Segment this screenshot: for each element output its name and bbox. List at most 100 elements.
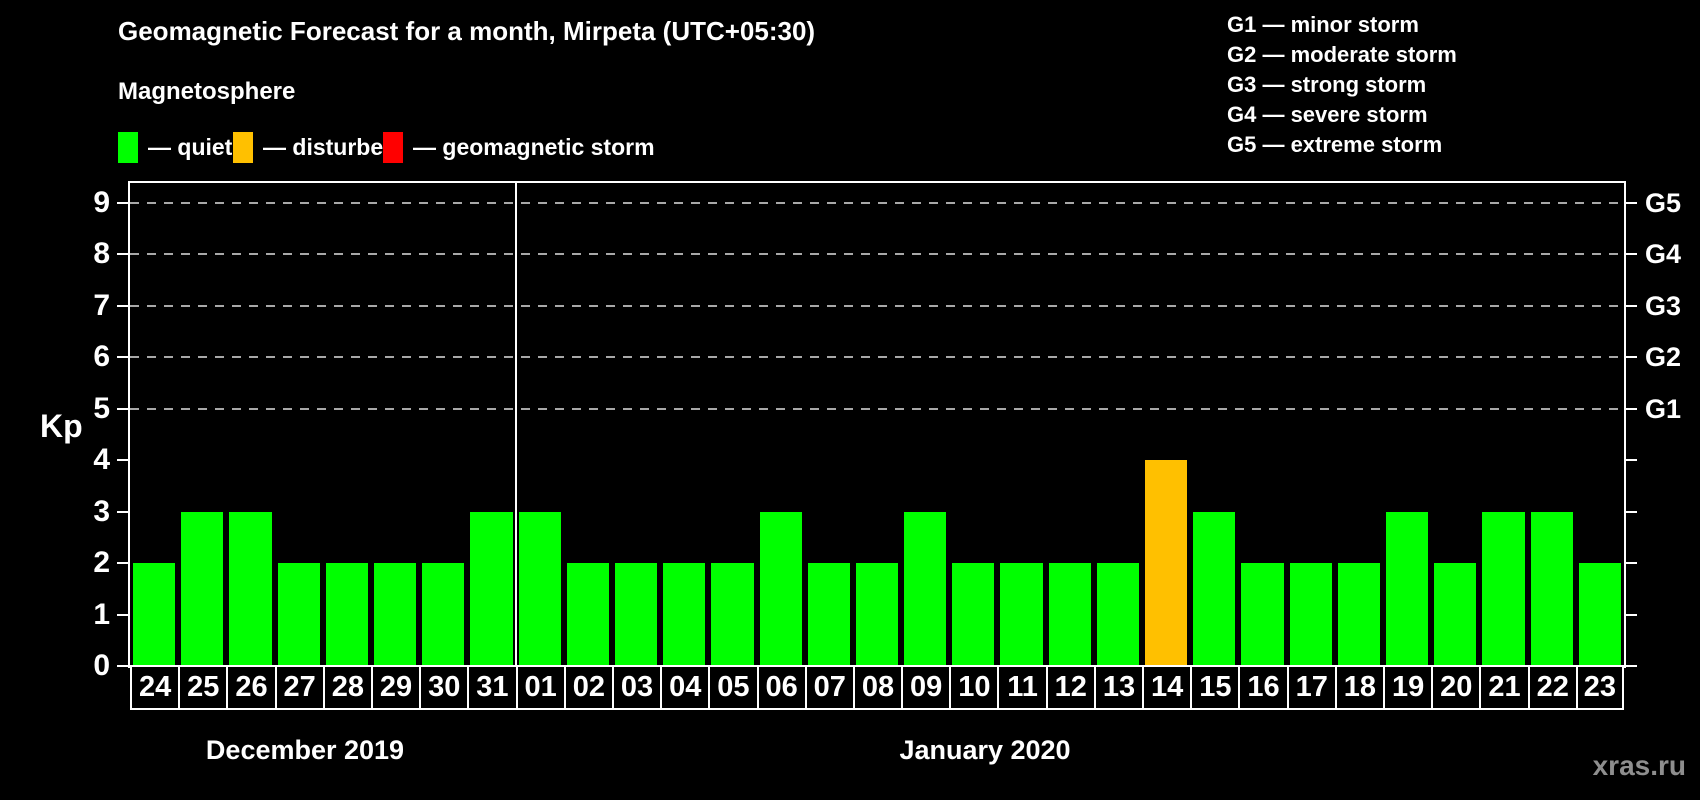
- day-label: 14: [1151, 671, 1184, 703]
- day-cell: 18: [1334, 665, 1386, 710]
- y-tick-label: 4: [93, 443, 110, 476]
- day-label: 01: [524, 671, 557, 703]
- day-label: 08: [861, 671, 895, 703]
- kp-bar: [1145, 460, 1188, 666]
- day-cell: 14: [1142, 665, 1193, 710]
- day-cell: 30: [419, 665, 470, 710]
- day-cell: 02: [563, 665, 614, 710]
- day-cell: 04: [660, 665, 711, 710]
- day-axis: 24 25 26 27 28 29 30 31 01 02 03 04 05 06 07 08 09 10 11 12…: [130, 665, 1624, 710]
- day-label: 18: [1343, 671, 1377, 703]
- gridline-kp8: [130, 253, 1624, 255]
- y-tick-mark: [117, 201, 129, 204]
- kp-bar: [373, 563, 417, 666]
- day-label: 07: [813, 671, 846, 703]
- y-tick-label: 0: [93, 649, 110, 682]
- kp-bar: [422, 563, 465, 666]
- y-tick-label: 8: [93, 237, 110, 270]
- right-tick-mark: [1625, 253, 1637, 255]
- day-label: 29: [379, 671, 413, 703]
- kp-bar: [711, 563, 754, 666]
- legend-item-quiet: — quiet: [118, 131, 232, 163]
- kp-bar: [229, 511, 272, 666]
- day-label: 04: [669, 671, 702, 703]
- day-label: 20: [1440, 671, 1473, 703]
- g-legend-line-3: G3 — strong storm: [1227, 72, 1427, 97]
- day-label: 16: [1247, 671, 1280, 703]
- day-label: 09: [910, 671, 943, 703]
- g-legend-line-4: G4 — severe storm: [1227, 102, 1428, 127]
- day-cell: 31: [467, 665, 518, 710]
- day-cell: 19: [1383, 665, 1434, 710]
- month-label-december: December 2019: [205, 735, 405, 765]
- y-tick-label: 5: [93, 391, 110, 425]
- storm-color-swatch: [383, 131, 403, 163]
- legend-item-label: — disturbed: [263, 133, 398, 160]
- kp-bar: [325, 563, 368, 666]
- kp-bar: [1048, 563, 1091, 666]
- y-tick-mark: [117, 356, 129, 358]
- day-label: 03: [620, 671, 654, 703]
- day-cell: 25: [178, 665, 229, 710]
- g-axis-label-g1: G1: [1645, 393, 1682, 424]
- y-tick-mark: [117, 253, 129, 255]
- right-tick-mark: [1625, 562, 1637, 564]
- right-tick-mark: [1625, 459, 1637, 461]
- kp-bar: [181, 511, 224, 666]
- day-cell: 17: [1286, 665, 1337, 710]
- month-label-january: January 2020: [899, 735, 1071, 765]
- kp-bar: [470, 511, 513, 666]
- day-cell: 26: [226, 665, 277, 710]
- y-tick-label: 6: [93, 340, 110, 373]
- y-tick-label: 1: [93, 597, 110, 631]
- g-axis-label-g5: G5: [1645, 187, 1682, 218]
- day-cell: 21: [1479, 665, 1530, 710]
- g-legend-line-1: G1 — minor storm: [1227, 12, 1419, 37]
- g-axis-label-g4: G4: [1645, 239, 1682, 269]
- kp-bar: [614, 563, 658, 666]
- kp-bar: [855, 563, 899, 666]
- kp-bar: [1482, 511, 1525, 666]
- right-tick-mark: [1625, 407, 1637, 410]
- quiet-color-swatch: [118, 131, 138, 163]
- day-label: 28: [331, 671, 364, 703]
- g-axis-label-g2: G2: [1645, 342, 1682, 372]
- g-legend-line-5: G5 — extreme storm: [1227, 132, 1443, 157]
- kp-bar: [1434, 563, 1477, 666]
- day-cell: 06: [756, 665, 807, 710]
- right-tick-mark: [1625, 510, 1637, 513]
- kp-bar: [1096, 563, 1140, 666]
- g-legend-line-2: G2 — moderate storm: [1227, 42, 1457, 67]
- kp-bar: [518, 511, 561, 666]
- gridline-kp5: [130, 407, 1624, 410]
- y-tick-mark: [117, 665, 129, 667]
- kp-bar: [1386, 511, 1429, 666]
- kp-bar: [904, 511, 947, 666]
- right-tick-mark: [1625, 304, 1637, 307]
- y-tick-label: 3: [93, 494, 110, 528]
- day-cell: 13: [1093, 665, 1145, 710]
- watermark: xras.ru: [1592, 750, 1686, 781]
- kp-bar: [566, 563, 609, 666]
- day-label: 17: [1295, 671, 1328, 703]
- kp-bar: [1289, 563, 1332, 666]
- chart-title: Geomagnetic Forecast for a month, Mirpet…: [118, 16, 816, 46]
- legend-item-label: — geomagnetic storm: [413, 133, 655, 160]
- day-label: 31: [476, 671, 509, 703]
- kp-bar: [277, 563, 320, 666]
- kp-bar: [663, 563, 706, 666]
- day-label: 13: [1102, 671, 1136, 703]
- g-scale-legend: G1 — minor storm G2 — moderate storm G3 — …: [1227, 10, 1457, 160]
- right-tick-mark: [1625, 665, 1637, 667]
- day-cell: 23: [1575, 665, 1624, 710]
- day-cell: 27: [274, 665, 325, 710]
- day-cell: 24: [130, 665, 181, 710]
- day-cell: 12: [1045, 665, 1096, 710]
- day-label: 15: [1199, 671, 1232, 703]
- day-label: 30: [428, 671, 461, 703]
- plot-area: [128, 181, 1626, 668]
- day-cell: 01: [515, 665, 566, 710]
- y-tick-label: 2: [93, 546, 110, 579]
- day-cell: 20: [1431, 665, 1482, 710]
